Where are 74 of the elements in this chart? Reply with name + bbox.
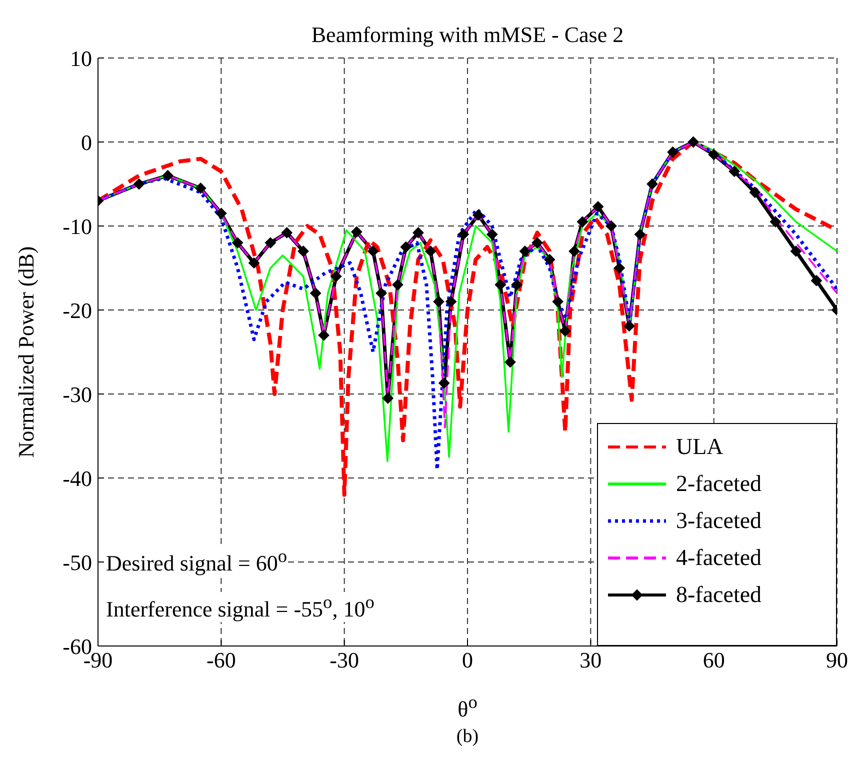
point [232, 237, 244, 248]
point [576, 216, 588, 228]
point [790, 246, 802, 257]
x-tick-label: 60 [702, 648, 725, 673]
point [458, 228, 469, 240]
y-tick-label: -10 [62, 214, 92, 239]
point [519, 246, 530, 257]
point [433, 296, 444, 308]
y-tick-label: -40 [62, 466, 92, 491]
point [708, 149, 720, 160]
point [310, 288, 322, 299]
point [634, 228, 646, 240]
point [749, 186, 760, 198]
x-tick-label: 30 [580, 648, 602, 673]
point [667, 146, 678, 158]
point [248, 257, 260, 268]
point [330, 270, 342, 282]
point [688, 136, 699, 148]
legend-label: 2-faceted [676, 470, 762, 496]
point [568, 246, 580, 257]
point [446, 296, 457, 308]
annotation: Interference signal = -55$^{o}$, 10$^{o}$ [106, 592, 374, 622]
point [425, 246, 436, 257]
x-tick-label: 0 [462, 648, 473, 673]
point [606, 220, 617, 232]
point [544, 254, 556, 266]
x-axis-title: θ$^{o}$ [456, 692, 478, 722]
point [134, 178, 145, 190]
point [376, 288, 387, 299]
x-tick-label: 90 [826, 648, 848, 673]
point [472, 210, 484, 221]
point [392, 279, 404, 290]
x-tick-label: -60 [206, 648, 236, 673]
point [486, 228, 498, 240]
legend-label: 4-faceted [676, 544, 762, 570]
y-tick-label: -50 [62, 550, 92, 575]
legend-label: ULA [676, 434, 724, 460]
point [368, 246, 379, 257]
point [504, 356, 516, 368]
annotation: Desired signal = 60$^{o}$ [106, 546, 288, 576]
legend-label: 3-faceted [676, 508, 762, 534]
point [412, 227, 424, 238]
point [511, 279, 522, 290]
point [438, 378, 450, 389]
y-tick-label: -30 [62, 382, 92, 407]
point [351, 226, 362, 238]
point [216, 208, 227, 219]
point [195, 182, 206, 194]
x-tick-label: -30 [330, 648, 359, 673]
y-axis-title: Normalized Power (dB) [14, 246, 40, 458]
legend-label: 8-faceted [676, 582, 762, 608]
point [592, 201, 604, 212]
point [552, 296, 564, 308]
point [318, 330, 330, 341]
point [382, 392, 394, 404]
point [624, 320, 635, 332]
point [264, 237, 276, 248]
point [770, 216, 781, 228]
y-tick-label: -20 [62, 298, 92, 323]
point [728, 166, 740, 177]
point [162, 170, 174, 182]
y-tick-label: 0 [81, 130, 92, 155]
point [298, 246, 309, 257]
point [494, 279, 506, 290]
point [532, 237, 543, 248]
point [400, 242, 412, 252]
point [810, 275, 822, 286]
point [646, 178, 658, 190]
y-tick-label: 10 [70, 46, 92, 71]
point [560, 326, 571, 336]
text: (b) [455, 726, 480, 748]
chart-title: Beamforming with mMSE - Case 2 [310, 22, 625, 48]
point [614, 262, 625, 274]
point [281, 227, 292, 238]
